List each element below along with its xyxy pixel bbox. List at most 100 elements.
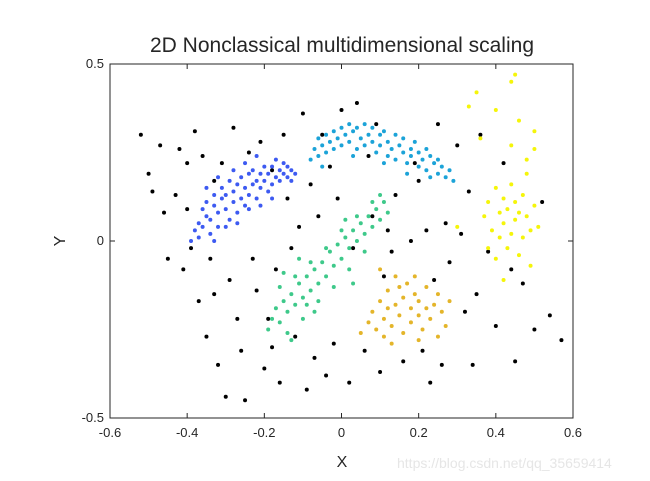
data-point-series-3	[362, 249, 367, 254]
data-point-series-1	[239, 175, 244, 180]
data-point-series-2	[312, 146, 317, 151]
data-point-series-1	[273, 157, 278, 162]
data-point-series-3	[285, 331, 290, 336]
data-point-series-0	[389, 249, 394, 254]
data-point-series-2	[354, 125, 359, 130]
data-point-series-0	[435, 122, 440, 127]
data-point-series-1	[258, 203, 263, 208]
x-tick-label: 0	[338, 425, 345, 440]
data-point-series-2	[347, 139, 352, 144]
data-point-series-3	[354, 214, 359, 219]
data-point-series-4	[408, 306, 413, 311]
data-point-series-4	[370, 309, 375, 314]
data-point-series-0	[432, 277, 437, 282]
data-point-series-0	[501, 161, 506, 166]
data-point-series-4	[374, 327, 379, 332]
data-point-series-2	[432, 161, 437, 166]
data-point-series-0	[312, 355, 317, 360]
data-point-series-2	[443, 175, 448, 180]
data-point-series-2	[424, 168, 429, 173]
data-point-series-0	[146, 171, 151, 176]
data-point-series-2	[343, 132, 348, 137]
data-point-series-0	[285, 196, 290, 201]
data-point-series-0	[300, 111, 305, 116]
data-point-series-3	[293, 274, 298, 279]
data-point-series-4	[397, 313, 402, 318]
data-point-series-0	[559, 338, 564, 343]
data-point-series-5	[466, 104, 471, 109]
data-point-series-3	[381, 200, 386, 205]
data-point-series-0	[200, 154, 205, 159]
data-point-series-5	[486, 200, 491, 205]
data-point-series-2	[366, 132, 371, 137]
data-point-series-1	[243, 203, 248, 208]
data-point-series-2	[308, 157, 313, 162]
data-point-series-3	[339, 228, 344, 233]
data-point-series-0	[293, 334, 298, 339]
data-point-series-1	[254, 178, 259, 183]
data-point-series-2	[397, 143, 402, 148]
data-point-series-2	[405, 161, 410, 166]
data-point-series-5	[513, 217, 518, 222]
data-point-series-4	[389, 323, 394, 328]
data-point-series-1	[223, 192, 228, 197]
data-point-series-3	[362, 231, 367, 236]
data-point-series-1	[212, 239, 217, 243]
data-point-series-4	[435, 334, 440, 339]
data-point-series-2	[393, 132, 398, 137]
data-point-series-1	[262, 178, 267, 183]
data-point-series-1	[293, 171, 298, 176]
data-point-series-1	[219, 196, 224, 201]
data-point-series-1	[266, 189, 271, 194]
data-point-series-3	[316, 281, 321, 286]
data-point-series-0	[316, 214, 321, 219]
data-point-series-1	[227, 178, 232, 183]
data-point-series-3	[378, 217, 383, 222]
data-point-series-0	[304, 387, 309, 392]
data-point-series-1	[254, 154, 259, 159]
data-point-series-1	[216, 175, 221, 180]
data-point-series-3	[289, 292, 294, 297]
data-point-series-0	[447, 260, 452, 265]
data-point-series-0	[339, 108, 344, 113]
data-point-series-5	[455, 224, 460, 229]
data-point-series-1	[266, 171, 271, 176]
data-point-series-0	[370, 214, 375, 219]
data-point-series-0	[478, 132, 483, 137]
data-point-series-2	[335, 136, 340, 141]
data-point-series-3	[370, 200, 375, 205]
data-point-series-3	[285, 309, 290, 314]
data-point-series-5	[505, 207, 510, 212]
data-point-series-3	[293, 302, 298, 307]
data-point-series-5	[516, 118, 521, 123]
data-point-series-1	[246, 171, 251, 176]
data-point-series-0	[532, 327, 537, 332]
data-point-series-0	[196, 299, 201, 304]
data-point-series-0	[385, 228, 390, 233]
data-point-series-1	[208, 231, 213, 236]
data-point-series-0	[428, 380, 433, 385]
data-point-series-1	[216, 224, 221, 229]
data-point-series-3	[312, 309, 317, 314]
data-point-series-4	[447, 299, 452, 304]
data-point-series-2	[331, 129, 336, 134]
data-point-series-2	[385, 154, 390, 159]
data-point-series-3	[304, 302, 309, 307]
data-point-series-0	[351, 246, 356, 251]
data-point-series-2	[435, 157, 440, 162]
data-point-series-2	[320, 143, 325, 148]
data-point-series-2	[370, 139, 375, 144]
data-point-series-1	[231, 200, 236, 205]
data-point-series-1	[246, 192, 251, 197]
data-point-series-4	[366, 320, 371, 325]
data-point-series-2	[354, 146, 359, 151]
data-point-series-1	[254, 196, 259, 201]
data-point-series-4	[381, 316, 386, 321]
data-point-series-0	[208, 256, 213, 261]
data-point-series-0	[439, 362, 444, 367]
data-point-series-0	[277, 380, 282, 385]
data-point-series-3	[289, 338, 294, 343]
data-point-series-1	[239, 196, 244, 201]
data-point-series-2	[401, 150, 406, 155]
